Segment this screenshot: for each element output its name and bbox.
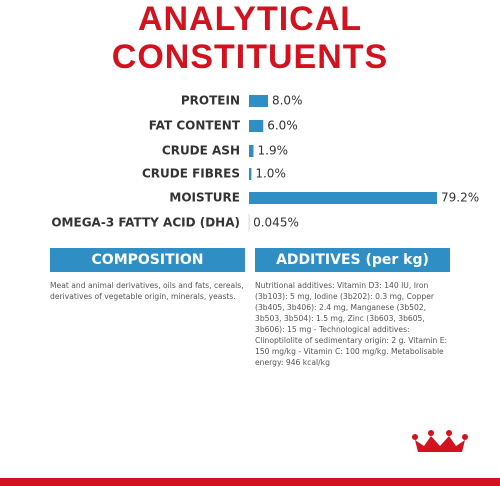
category-label: FAT CONTENT [149, 119, 241, 133]
category-label: PROTEIN [181, 94, 240, 108]
value-label: 0.045% [253, 216, 299, 230]
value-label: 1.9% [258, 144, 289, 158]
category-label: CRUDE ASH [162, 144, 240, 158]
value-label: 1.0% [255, 167, 285, 181]
logo [412, 430, 468, 452]
category-label: MOISTURE [169, 191, 240, 205]
value-label: 8.0% [272, 94, 303, 108]
value-label: 6.0% [267, 119, 298, 133]
composition-title: COMPOSITION [50, 248, 245, 272]
bar [249, 192, 437, 204]
chart-title: ANALYTICAL CONSTITUENTS [112, 0, 388, 76]
bar [249, 145, 254, 157]
value-label: 79.2% [441, 191, 479, 205]
bar [249, 168, 252, 180]
additives-title: ADDITIVES (per kg) [255, 248, 450, 272]
composition-text: Meat and animal derivatives, oils and fa… [50, 281, 244, 301]
bar [249, 120, 264, 132]
footer-bar [0, 478, 500, 486]
category-label: CRUDE FIBRES [142, 167, 240, 181]
bar [249, 95, 268, 107]
category-label: OMEGA-3 FATTY ACID (DHA) [51, 216, 240, 230]
additives-text: Nutritional additives: Vitamin D3: 140 I… [255, 281, 448, 367]
